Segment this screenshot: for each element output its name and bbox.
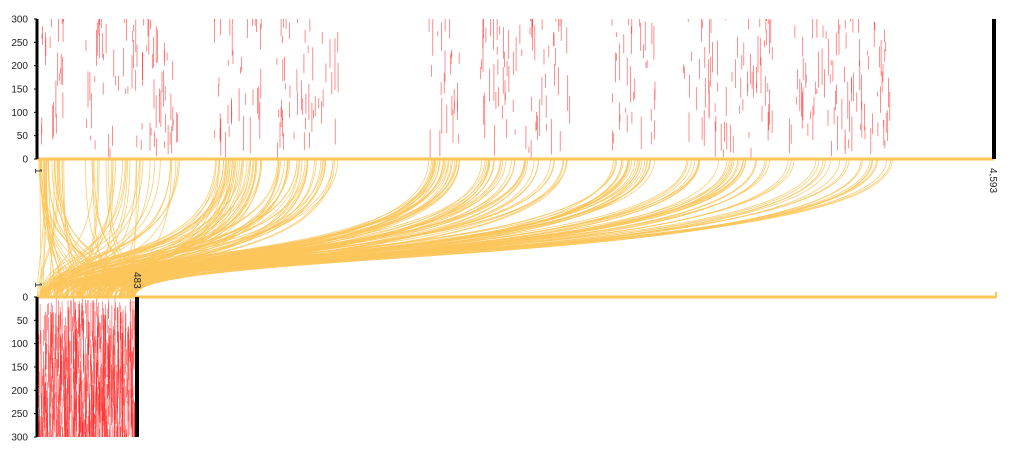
- synteny-link: [66, 158, 699, 298]
- synteny-link: [43, 158, 140, 298]
- synteny-link: [134, 158, 490, 298]
- synteny-link: [45, 158, 250, 298]
- synteny-link: [129, 158, 873, 298]
- synteny-link: [41, 158, 641, 298]
- synteny-link: [48, 158, 95, 298]
- synteny-link: [99, 158, 564, 298]
- synteny-link: [41, 158, 525, 298]
- synteny-link: [59, 158, 101, 298]
- bottom-tick-label: 150: [11, 363, 28, 374]
- synteny-link: [82, 158, 113, 298]
- synteny-link: [131, 158, 137, 298]
- synteny-link: [54, 158, 100, 298]
- axes: [35, 19, 997, 437]
- synteny-link: [58, 158, 83, 298]
- synteny-link: [78, 158, 248, 298]
- synteny-link: [78, 158, 655, 298]
- synteny-link: [56, 158, 308, 298]
- synteny-link: [82, 158, 99, 298]
- synteny-link: [67, 158, 171, 298]
- top-end-label: 4,593: [987, 168, 998, 193]
- synteny-link: [40, 158, 73, 298]
- bottom-tick-label: 200: [11, 386, 28, 397]
- synteny-link: [66, 158, 651, 298]
- top-tick-label: 100: [11, 108, 28, 119]
- synteny-link: [60, 158, 161, 298]
- bottom-alignment-segments: [36, 297, 138, 437]
- synteny-link: [105, 158, 129, 298]
- top-tick-label: 250: [11, 38, 28, 49]
- bottom-tick-label: 300: [11, 433, 28, 444]
- synteny-links: [36, 158, 893, 298]
- synteny-link: [102, 158, 744, 298]
- bottom-start-label: 1: [32, 282, 43, 288]
- synteny-link: [123, 158, 516, 298]
- synteny-link: [39, 158, 42, 298]
- synteny-link: [57, 158, 489, 298]
- bottom-tick-label: 50: [17, 316, 29, 327]
- synteny-link: [38, 158, 59, 298]
- bottom-y-axis-ticks: 0 50 100 150 200 250 300: [11, 293, 37, 444]
- synteny-link: [95, 158, 434, 298]
- synteny-link: [41, 158, 278, 298]
- top-tick-label: 0: [22, 155, 28, 166]
- bottom-tick-label: 100: [11, 339, 28, 350]
- synteny-link: [57, 158, 116, 298]
- top-tick-label: 300: [11, 15, 28, 26]
- top-tick-label: 50: [17, 131, 29, 142]
- synteny-link: [45, 158, 220, 298]
- synteny-link: [105, 158, 487, 298]
- synteny-link: [108, 158, 263, 298]
- synteny-link: [123, 158, 335, 298]
- synteny-link: [48, 158, 98, 298]
- top-tick-label: 150: [11, 85, 28, 96]
- synteny-link: [41, 158, 435, 298]
- top-y-axis-ticks: 300 250 200 150 100 50 0: [11, 15, 37, 166]
- synteny-link: [40, 158, 126, 298]
- top-alignment-segments: [41, 19, 891, 159]
- synteny-link: [102, 158, 243, 298]
- bottom-tick-label: 0: [22, 293, 28, 304]
- bottom-end-label: 483: [131, 272, 142, 289]
- synteny-link: [113, 158, 757, 298]
- synteny-link: [94, 158, 792, 298]
- synteny-link: [130, 158, 623, 298]
- bottom-tick-label: 250: [11, 409, 28, 420]
- top-start-label: 1: [32, 168, 43, 174]
- top-tick-label: 200: [11, 61, 28, 72]
- synteny-link: [119, 158, 334, 298]
- synteny-link: [39, 158, 180, 298]
- synteny-link: [80, 158, 526, 298]
- synteny-link: [49, 158, 55, 298]
